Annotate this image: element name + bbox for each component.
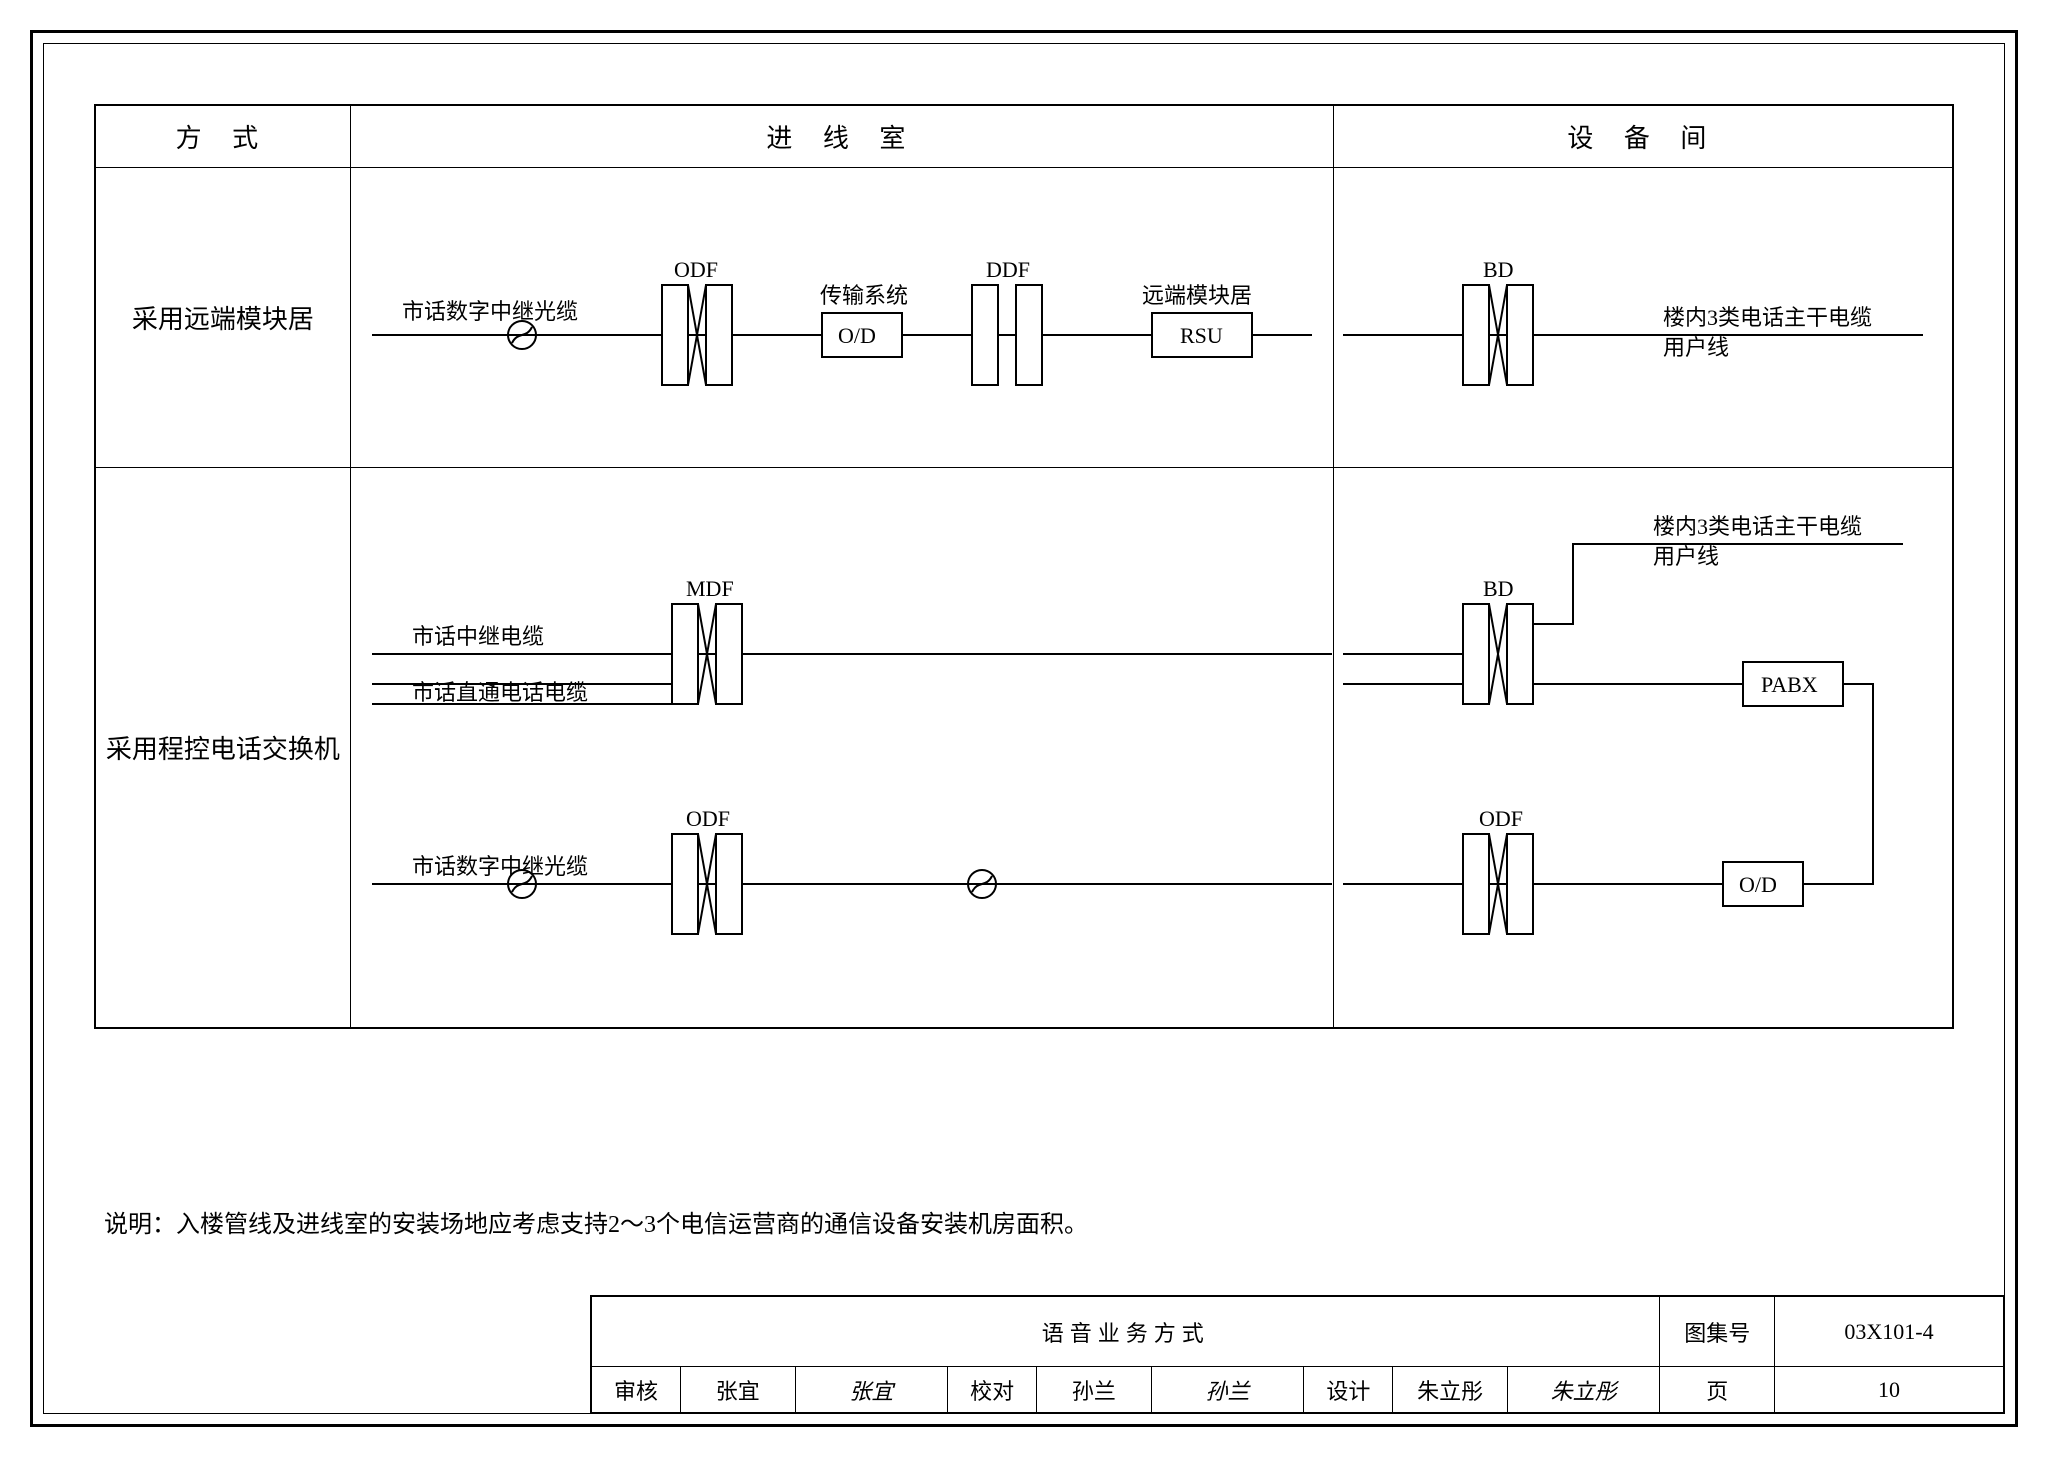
- tb-pg-l: 页: [1660, 1367, 1774, 1413]
- method-rsu: 采用远端模块居: [95, 168, 350, 468]
- lbl-out1b: 用户线: [1663, 335, 1729, 360]
- tb-ds-n: 朱立彤: [1393, 1367, 1507, 1413]
- lbl-out2a: 楼内3类电话主干电缆: [1653, 514, 1862, 539]
- row-rsu: 采用远端模块居: [95, 168, 1953, 468]
- tb-series-label2: 图集号: [1660, 1297, 1774, 1367]
- drawing-area: 方 式 进 线 室 设 备 间 采用远端模块居: [94, 104, 1954, 1144]
- lbl-bd1: BD: [1483, 257, 1514, 282]
- tb-title2: 语音业务方式: [592, 1297, 1660, 1367]
- lbl-rsu-top: 远端模块居: [1142, 283, 1252, 308]
- row-pabx: 采用程控电话交换机: [95, 468, 1953, 1028]
- tb-ck-s: 孙兰: [1151, 1367, 1304, 1413]
- lbl-cable2: 市话直通电话电缆: [412, 680, 588, 705]
- lbl-cable1: 市话中继电缆: [412, 624, 544, 649]
- hdr-method: 方 式: [95, 105, 350, 168]
- lbl-out2b: 用户线: [1653, 544, 1719, 569]
- equip-pabx-cell: BD 楼内3类电话主干电缆 用户线 PABX ODF O/D: [1333, 468, 1953, 1028]
- lbl-mdf: MDF: [686, 576, 734, 601]
- equip-rsu-cell: BD 楼内3类电话主干电缆 用户线: [1333, 168, 1953, 468]
- tb-rv-s: 张宜: [795, 1367, 948, 1413]
- entry-pabx-cell: 市话中继电缆 市话直通电话电缆 MDF 市话数字中继光缆 ODF: [350, 468, 1333, 1028]
- lbl-cable3: 市话数字中继光缆: [412, 854, 588, 879]
- tb-rv-n: 张宜: [681, 1367, 795, 1413]
- lbl-odf3: ODF: [1479, 806, 1523, 831]
- tb-pg-v: 10: [1774, 1367, 2003, 1413]
- lbl-out1a: 楼内3类电话主干电缆: [1663, 305, 1872, 330]
- method-pabx: 采用程控电话交换机: [95, 468, 350, 1028]
- lbl-od-box: O/D: [838, 323, 876, 348]
- outer-frame: 方 式 进 线 室 设 备 间 采用远端模块居: [30, 30, 2018, 1427]
- lbl-rsu-box: RSU: [1180, 323, 1223, 348]
- tb-ds-s: 朱立彤: [1507, 1367, 1660, 1413]
- equip-rsu-svg: BD 楼内3类电话主干电缆 用户线: [1343, 185, 1943, 445]
- tb-ck-n: 孙兰: [1037, 1367, 1151, 1413]
- lbl-bd2: BD: [1483, 576, 1514, 601]
- lbl-odf: ODF: [674, 257, 718, 282]
- title-block-fixed: 语音业务方式 图集号 03X101-4 审核 张宜 张宜 校对 孙兰 孙兰 设计…: [590, 1295, 2004, 1413]
- header-row: 方 式 进 线 室 设 备 间: [95, 105, 1953, 168]
- entry-pabx-svg: 市话中继电缆 市话直通电话电缆 MDF 市话数字中继光缆 ODF: [352, 484, 1332, 1004]
- note-text: 说明：入楼管线及进线室的安装场地应考虑支持2～3个电信运营商的通信设备安装机房面…: [104, 1204, 1088, 1239]
- lbl-odf2: ODF: [686, 806, 730, 831]
- diagram-table: 方 式 进 线 室 设 备 间 采用远端模块居: [94, 104, 1954, 1029]
- equip-pabx-svg: BD 楼内3类电话主干电缆 用户线 PABX ODF O/D: [1343, 484, 1943, 1004]
- hdr-entry-room: 进 线 室: [350, 105, 1333, 168]
- tb-ds-l: 设计: [1304, 1367, 1393, 1413]
- lbl-pabx: PABX: [1761, 672, 1818, 697]
- lbl-incoming-cable: 市话数字中继光缆: [402, 299, 578, 324]
- entry-rsu-svg: 市话数字中继光缆 ODF 传输系统 O/D DDF 远端模块居 RSU: [352, 185, 1332, 445]
- hdr-equip-room: 设 备 间: [1333, 105, 1953, 168]
- tb-ck-l: 校对: [948, 1367, 1037, 1413]
- lbl-trans-top: 传输系统: [820, 283, 908, 308]
- lbl-od2: O/D: [1739, 872, 1777, 897]
- entry-rsu-cell: 市话数字中继光缆 ODF 传输系统 O/D DDF 远端模块居 RSU: [350, 168, 1333, 468]
- inner-frame: 方 式 进 线 室 设 备 间 采用远端模块居: [43, 43, 2005, 1414]
- lbl-ddf: DDF: [986, 257, 1030, 282]
- tb-series-value2: 03X101-4: [1774, 1297, 2003, 1367]
- tb-rv-l: 审核: [592, 1367, 681, 1413]
